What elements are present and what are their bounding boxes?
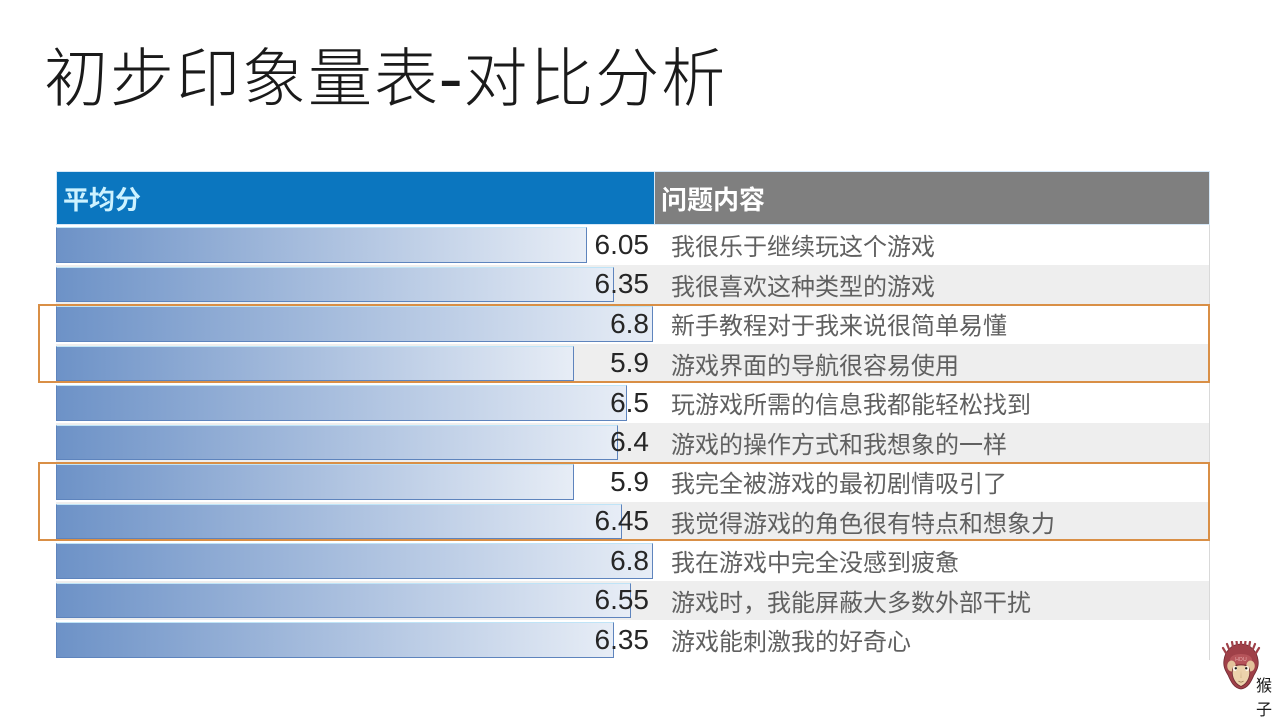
svg-text:HDU: HDU [1235, 657, 1247, 663]
